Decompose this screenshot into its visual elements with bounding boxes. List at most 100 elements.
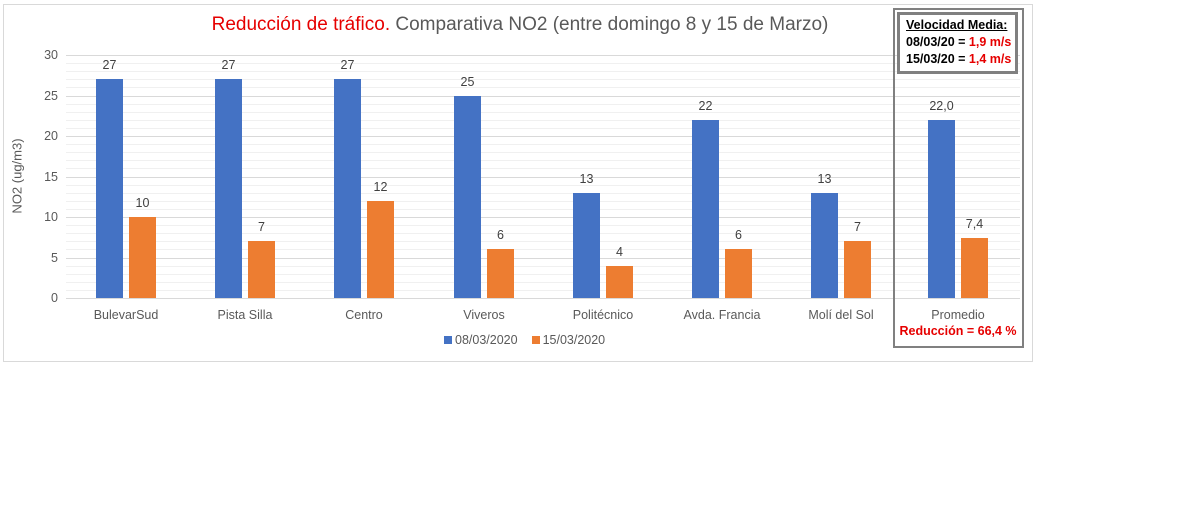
minor-gridline <box>66 103 1020 105</box>
minor-gridline <box>66 265 1020 267</box>
bar-value-label: 6 <box>497 228 504 243</box>
bar-series-1 <box>811 192 838 298</box>
minor-gridline <box>66 273 1020 275</box>
bar-value-label: 22 <box>698 98 713 113</box>
x-category-label: Avda. Francia <box>683 308 761 322</box>
major-gridline <box>66 176 1020 178</box>
major-gridline <box>66 55 1020 56</box>
minor-gridline <box>66 200 1020 202</box>
bar-value-label: 25 <box>460 74 475 89</box>
x-category-label: Promedio <box>931 308 985 322</box>
minor-gridline <box>66 289 1020 291</box>
legend-item-series-1: 08/03/2020 <box>444 333 518 347</box>
bar-value-label: 22,0 <box>929 98 954 113</box>
minor-gridline <box>66 225 1020 227</box>
bar-value-label: 7 <box>258 220 265 235</box>
bar-value-label: 6 <box>735 228 742 243</box>
bar-series-2 <box>961 238 988 298</box>
promedio-highlight-box <box>893 8 1024 348</box>
major-gridline <box>66 95 1020 97</box>
reduction-annotation: Reducción = 66,4 % <box>899 324 1017 338</box>
speed-row-1: 08/03/20 = 1,9 m/s <box>906 34 1015 51</box>
major-gridline <box>66 257 1020 259</box>
bar-value-label: 7 <box>854 220 861 235</box>
speed-value-1: 1,9 m/s <box>968 35 1012 49</box>
bar-series-2 <box>844 241 871 298</box>
minor-gridline <box>66 119 1020 121</box>
bar-series-1 <box>573 192 600 298</box>
minor-gridline <box>66 241 1020 243</box>
major-gridline <box>66 217 1020 218</box>
minor-gridline <box>66 160 1020 162</box>
minor-gridline <box>66 168 1020 170</box>
bar-series-2 <box>129 217 156 298</box>
minor-gridline <box>66 87 1020 89</box>
bar-series-2 <box>487 249 514 298</box>
chart-title: Reducción de tráfico. Comparativa NO2 (e… <box>0 14 1040 36</box>
x-category-label: BulevarSud <box>93 308 159 322</box>
bar-series-1 <box>215 79 242 298</box>
speed-date-1: 08/03/20 = <box>906 35 969 49</box>
legend-item-series-2: 15/03/2020 <box>531 333 606 347</box>
major-gridline <box>66 136 1020 137</box>
speed-annotation-box: Velocidad Media: 08/03/20 = 1,9 m/s 15/0… <box>897 12 1018 74</box>
bar-value-label: 13 <box>579 171 594 186</box>
minor-gridline <box>66 71 1020 73</box>
bar-value-label: 27 <box>102 58 117 73</box>
y-tick-label: 0 <box>51 291 58 305</box>
bar-series-1 <box>334 79 361 298</box>
speed-value-2: 1,4 m/s <box>968 52 1012 66</box>
minor-gridline <box>66 127 1020 129</box>
minor-gridline <box>66 152 1020 154</box>
bar-series-2 <box>725 249 752 298</box>
speed-heading: Velocidad Media: <box>906 18 1008 32</box>
minor-gridline <box>66 192 1020 194</box>
bar-series-2 <box>248 241 275 298</box>
legend-swatch-orange-icon <box>531 336 540 344</box>
bar-series-1 <box>692 119 719 298</box>
bar-value-label: 7,4 <box>965 217 984 232</box>
x-category-label: Viveros <box>463 308 505 322</box>
plot-area: 0 5 10 15 20 25 30 27 10 BulevarSud 27 7 Pista Silla… <box>44 48 1020 322</box>
legend-swatch-blue-icon <box>444 336 452 344</box>
legend-label-1: 08/03/2020 <box>455 333 518 347</box>
x-category-label: Politécnico <box>572 308 634 322</box>
chart-title-highlight: Reducción de tráfico. <box>211 14 391 35</box>
y-axis-label: NO2 (ug/m3) <box>9 138 25 214</box>
chart-legend: 08/03/2020 15/03/2020 <box>444 333 605 347</box>
bar-value-label: 13 <box>817 171 832 186</box>
bar-series-2 <box>606 265 633 298</box>
y-tick-label: 15 <box>44 169 58 184</box>
minor-gridline <box>66 63 1020 65</box>
y-tick-label: 5 <box>51 250 58 265</box>
bar-value-label: 27 <box>340 58 355 73</box>
minor-gridline <box>66 281 1020 283</box>
y-tick-label: 30 <box>44 48 58 62</box>
minor-gridline <box>66 249 1020 251</box>
minor-gridline <box>66 233 1020 235</box>
y-tick-label: 10 <box>44 210 58 224</box>
y-tick-label: 20 <box>44 129 58 143</box>
bar-value-label: 4 <box>616 244 623 259</box>
x-category-label: Pista Silla <box>217 308 273 322</box>
bar-value-label: 10 <box>135 196 150 210</box>
minor-gridline <box>66 111 1020 113</box>
bar-value-label: 12 <box>373 179 388 194</box>
minor-gridline <box>66 144 1020 146</box>
legend-label-2: 15/03/2020 <box>542 333 606 347</box>
y-tick-label: 25 <box>44 88 58 103</box>
x-category-label: Centro <box>345 308 383 322</box>
bar-series-2 <box>367 200 394 298</box>
minor-gridline <box>66 184 1020 186</box>
major-gridline <box>66 298 1020 299</box>
x-category-label: Molí del Sol <box>808 308 874 322</box>
minor-gridline <box>66 79 1020 81</box>
chart-title-rest: Comparativa NO2 (entre domingo 8 y 15 de… <box>390 14 829 35</box>
speed-row-2: 15/03/20 = 1,4 m/s <box>906 51 1015 68</box>
bar-series-1 <box>928 119 955 298</box>
bar-series-1 <box>96 79 123 298</box>
bar-series-1 <box>454 95 481 298</box>
speed-date-2: 15/03/20 = <box>906 52 969 66</box>
minor-gridline <box>66 208 1020 210</box>
bar-value-label: 27 <box>221 58 236 73</box>
